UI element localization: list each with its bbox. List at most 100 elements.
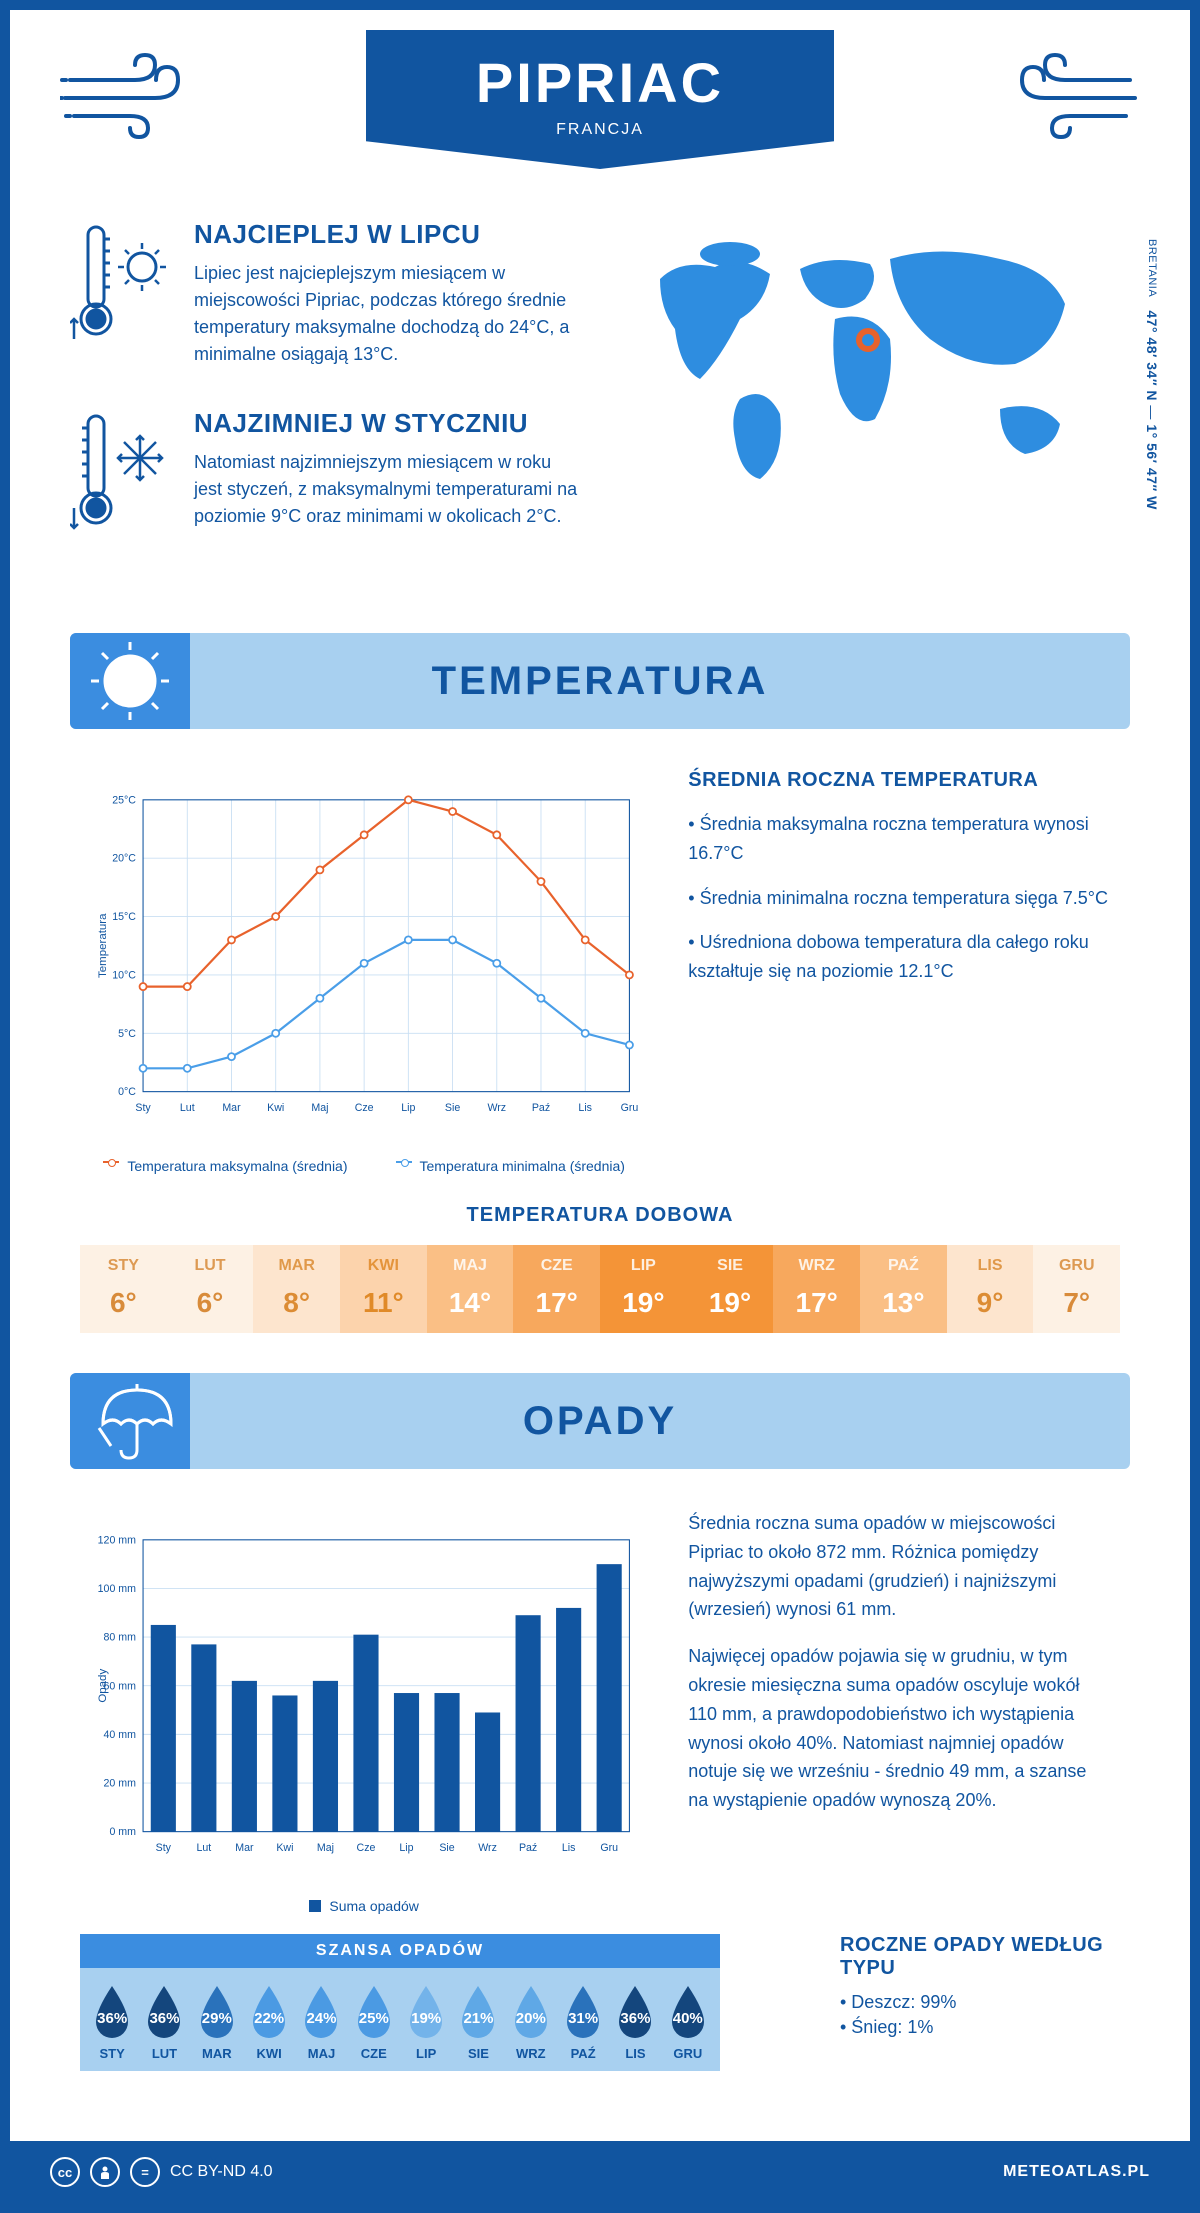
svg-text:Lut: Lut [180,1102,195,1114]
page-header: PIPRIAC FRANCJA [10,10,1190,189]
by-type-title: ROCZNE OPADY WEDŁUG TYPU [840,1934,1110,1980]
precipitation-heading: OPADY [523,1399,677,1444]
svg-text:0°C: 0°C [118,1086,136,1098]
chance-title: SZANSA OPADÓW [80,1934,720,1968]
svg-text:Gru: Gru [621,1102,639,1114]
by-icon [90,2157,120,2187]
coldest-block: NAJZIMNIEJ W STYCZNIU Natomiast najzimni… [70,408,580,543]
svg-text:5°C: 5°C [118,1028,136,1040]
precipitation-by-type: ROCZNE OPADY WEDŁUG TYPU • Deszcz: 99% •… [840,1934,1190,2042]
svg-text:40 mm: 40 mm [104,1729,137,1741]
chance-cell: 19% LIP [400,1984,452,2061]
daily-temp-cell: SIE19° [687,1245,774,1333]
daily-temp-cell: LUT6° [167,1245,254,1333]
world-map [620,219,1130,504]
chance-cell: 25% CZE [348,1984,400,2061]
svg-text:Paź: Paź [532,1102,550,1114]
chance-cell: 22% KWI [243,1984,295,2061]
svg-text:Paź: Paź [519,1842,537,1854]
chance-cell: 36% LUT [138,1984,190,2061]
svg-text:Opady: Opady [97,1669,109,1703]
page-footer: cc = CC BY-ND 4.0 METEOATLAS.PL [10,2141,1190,2203]
svg-text:Wrz: Wrz [487,1102,506,1114]
svg-text:Mar: Mar [235,1842,254,1854]
svg-text:80 mm: 80 mm [104,1632,137,1644]
cc-icon: cc [50,2157,80,2187]
coordinates-label: BRETANIA 47° 48′ 34″ N — 1° 56′ 47″ W [1144,239,1160,510]
daily-temp-cell: STY6° [80,1245,167,1333]
daily-temp-cell: MAR8° [253,1245,340,1333]
svg-text:Maj: Maj [311,1102,328,1114]
svg-text:Sty: Sty [156,1842,172,1854]
title-ribbon: PIPRIAC FRANCJA [366,30,834,169]
map-marker-icon [855,327,881,358]
chance-cell: 20% WRZ [505,1984,557,2061]
chance-cell: 21% SIE [452,1984,504,2061]
precipitation-text: Średnia roczna suma opadów w miejscowośc… [688,1509,1110,1914]
svg-text:Sie: Sie [445,1102,460,1114]
chance-cell: 36% LIS [609,1984,661,2061]
license-text: CC BY-ND 4.0 [170,2163,273,2181]
temperature-section-banner: TEMPERATURA [70,633,1130,729]
annual-temperature-text: ŚREDNIA ROCZNA TEMPERATURA • Średnia mak… [688,769,1110,1174]
umbrella-icon [70,1373,190,1469]
wind-icon [60,50,200,145]
svg-text:20°C: 20°C [112,853,136,865]
daily-temperature-strip: STY6°LUT6°MAR8°KWI11°MAJ14°CZE17°LIP19°S… [80,1245,1120,1333]
svg-text:20 mm: 20 mm [104,1778,137,1790]
wind-icon [1000,50,1140,145]
temperature-heading: TEMPERATURA [432,659,769,704]
svg-text:Kwi: Kwi [276,1842,293,1854]
chance-cell: 29% MAR [191,1984,243,2061]
daily-temp-cell: GRU7° [1033,1245,1120,1333]
temperature-chart-legend: Temperatura maksymalna (średnia) Tempera… [90,1158,638,1174]
svg-text:15°C: 15°C [112,911,136,923]
daily-temp-cell: KWI11° [340,1245,427,1333]
svg-text:Sie: Sie [439,1842,454,1854]
thermometer-hot-icon [70,219,170,368]
svg-text:Lis: Lis [578,1102,592,1114]
sun-icon [70,633,190,729]
precipitation-chance-strip: SZANSA OPADÓW 36% STY 36% LUT 29% MAR 22… [80,1934,720,2071]
precipitation-chart: 0 mm20 mm40 mm60 mm80 mm100 mm120 mmStyL… [90,1509,638,1914]
svg-text:25°C: 25°C [112,794,136,806]
svg-text:Lut: Lut [196,1842,211,1854]
nd-icon: = [130,2157,160,2187]
svg-text:10°C: 10°C [112,969,136,981]
svg-text:Gru: Gru [600,1842,618,1854]
svg-text:Cze: Cze [355,1102,374,1114]
city-title: PIPRIAC [476,50,724,115]
svg-text:100 mm: 100 mm [98,1583,136,1595]
brand-name: METEOATLAS.PL [1003,2163,1150,2181]
svg-text:Temperatura: Temperatura [97,913,109,978]
chance-cell: 24% MAJ [295,1984,347,2061]
chance-cell: 31% PAŹ [557,1984,609,2061]
thermometer-cold-icon [70,408,170,543]
chance-cell: 36% STY [86,1984,138,2061]
daily-temp-cell: LIP19° [600,1245,687,1333]
daily-temp-title: TEMPERATURA DOBOWA [10,1204,1190,1227]
daily-temp-cell: PAŹ13° [860,1245,947,1333]
hottest-block: NAJCIEPLEJ W LIPCU Lipiec jest najcieple… [70,219,580,368]
coldest-text: Natomiast najzimniejszym miesiącem w rok… [194,449,580,530]
svg-text:Cze: Cze [357,1842,376,1854]
svg-text:Lis: Lis [562,1842,576,1854]
annual-temp-title: ŚREDNIA ROCZNA TEMPERATURA [688,769,1110,792]
svg-text:Maj: Maj [317,1842,334,1854]
daily-temp-cell: CZE17° [513,1245,600,1333]
hottest-title: NAJCIEPLEJ W LIPCU [194,219,580,250]
country-subtitle: FRANCJA [476,121,724,139]
svg-text:Kwi: Kwi [267,1102,284,1114]
daily-temp-cell: LIS9° [947,1245,1034,1333]
hottest-text: Lipiec jest najcieplejszym miesiącem w m… [194,260,580,368]
precipitation-section-banner: OPADY [70,1373,1130,1469]
svg-text:Wrz: Wrz [478,1842,497,1854]
svg-text:0 mm: 0 mm [109,1826,136,1838]
svg-text:Sty: Sty [135,1102,151,1114]
svg-text:Mar: Mar [222,1102,241,1114]
svg-text:Lip: Lip [401,1102,415,1114]
temperature-chart: 0°C 5°C 10°C 15°C 20°C 25°C Sty Lut Mar Kwi Maj Cze… [90,769,638,1174]
coldest-title: NAJZIMNIEJ W STYCZNIU [194,408,580,439]
svg-text:120 mm: 120 mm [98,1534,136,1546]
daily-temp-cell: MAJ14° [427,1245,514,1333]
